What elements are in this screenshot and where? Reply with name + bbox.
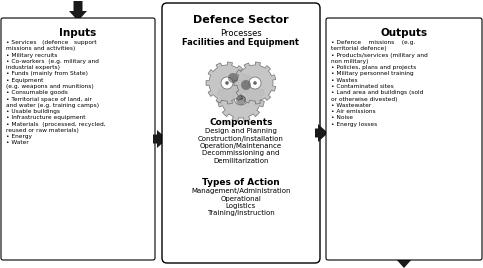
FancyBboxPatch shape: [326, 18, 482, 260]
Polygon shape: [218, 75, 264, 121]
Polygon shape: [69, 1, 87, 21]
Polygon shape: [395, 257, 413, 268]
Text: • Defence    missions    (e.g.
territorial defence)
• Products/services (militar: • Defence missions (e.g. territorial def…: [331, 40, 428, 127]
Circle shape: [239, 96, 243, 100]
Text: Types of Action: Types of Action: [202, 178, 280, 187]
Circle shape: [225, 81, 229, 85]
Circle shape: [241, 80, 251, 90]
Text: Facilities and Equipment: Facilities and Equipment: [183, 38, 299, 47]
Circle shape: [236, 95, 246, 105]
Text: Design and Planning
Construction/Installation
Operation/Maintenance
Decommission: Design and Planning Construction/Install…: [198, 128, 284, 164]
Text: Management/Administration
Operational
Logistics
Training/Instruction: Management/Administration Operational Lo…: [191, 188, 291, 217]
Polygon shape: [315, 124, 328, 142]
FancyBboxPatch shape: [162, 3, 320, 263]
Text: Inputs: Inputs: [59, 28, 97, 38]
Circle shape: [234, 91, 248, 105]
Circle shape: [249, 77, 261, 89]
Circle shape: [253, 81, 257, 85]
Text: Outputs: Outputs: [381, 28, 427, 38]
Text: • Services   (defence   support
missions and activities)
• Military recruits
• C: • Services (defence support missions and…: [6, 40, 106, 146]
Polygon shape: [153, 130, 167, 148]
Text: Components: Components: [209, 118, 273, 127]
Circle shape: [228, 73, 238, 83]
Polygon shape: [206, 62, 248, 104]
Polygon shape: [234, 62, 276, 104]
Circle shape: [221, 77, 233, 89]
Text: Processes: Processes: [220, 29, 262, 38]
FancyBboxPatch shape: [1, 18, 155, 260]
Text: Defence Sector: Defence Sector: [193, 15, 289, 25]
